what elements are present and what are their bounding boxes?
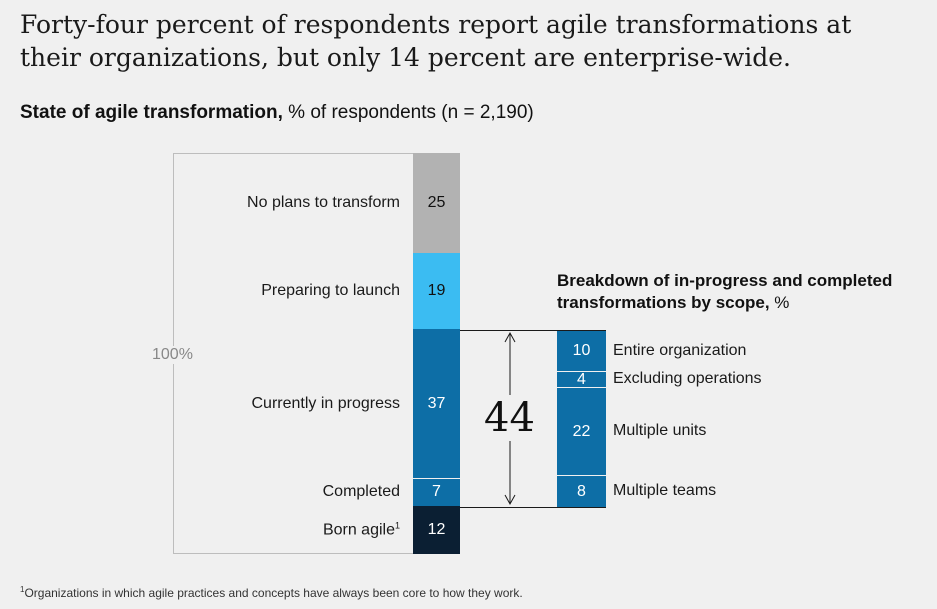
main-bar-category-text: Preparing to launch xyxy=(261,282,400,300)
main-bar-value: 12 xyxy=(427,520,446,538)
connector-top-line xyxy=(460,330,606,331)
breakdown-bar-segment: 4 xyxy=(557,370,606,388)
footnote-text: Organizations in which agile practices a… xyxy=(24,586,523,600)
main-bar-segment: 25 xyxy=(413,153,460,254)
breakdown-bar-value: 22 xyxy=(572,422,591,440)
main-bar-segment: 37 xyxy=(413,329,460,478)
breakdown-bar-segment: 10 xyxy=(557,331,606,371)
breakdown-bar-value: 8 xyxy=(577,482,586,500)
footnote: 1Organizations in which agile practices … xyxy=(20,585,523,600)
main-bar-value: 7 xyxy=(432,483,441,501)
main-bar-category-label: Preparing to launch xyxy=(261,282,400,300)
main-bar-category-label: Completed xyxy=(323,483,400,501)
footnote-ref-marker: 1 xyxy=(394,520,400,531)
breakdown-bar-value: 10 xyxy=(572,342,591,359)
chart-subtitle: State of agile transformation, % of resp… xyxy=(20,102,534,124)
main-bar-value: 25 xyxy=(427,194,446,212)
total-percent-label: 100% xyxy=(150,346,195,364)
breakdown-category-label: Multiple units xyxy=(613,422,707,439)
main-bar-value: 19 xyxy=(427,282,446,300)
breakdown-bar-value: 4 xyxy=(577,370,586,388)
main-bar-segment: 7 xyxy=(413,477,460,506)
main-bar-category-text: No plans to transform xyxy=(247,194,400,212)
breakdown-title: Breakdown of in-progress and completed t… xyxy=(557,270,937,314)
main-bar-segment: 19 xyxy=(413,253,460,330)
main-bar-category-label: Currently in progress xyxy=(252,395,401,413)
callout-44: 44 xyxy=(480,395,539,441)
breakdown-title-rest: % xyxy=(769,293,790,312)
footnote-marker: 1 xyxy=(20,585,25,594)
breakdown-bar-segment: 22 xyxy=(557,387,606,475)
connector-bottom-line xyxy=(460,507,606,508)
headline: Forty-four percent of respondents report… xyxy=(20,10,852,72)
main-bar-value: 37 xyxy=(427,394,446,412)
breakdown-bar-segment: 8 xyxy=(557,475,606,507)
breakdown-title-bold: Breakdown of in-progress and completed t… xyxy=(557,271,893,312)
main-bar-category-label: No plans to transform xyxy=(247,194,400,212)
breakdown-category-label: Multiple teams xyxy=(613,482,717,499)
main-bar-segment: 12 xyxy=(413,505,460,554)
chart-subtitle-rest: % of respondents (n = 2,190) xyxy=(282,102,534,123)
breakdown-category-label: Excluding operations xyxy=(613,370,762,387)
main-bar-category-text: Completed xyxy=(322,482,400,500)
breakdown-category-label: Entire organization xyxy=(613,342,747,359)
chart-subtitle-bold: State of agile transformation, xyxy=(20,102,283,123)
main-bar-category-text: Born agile xyxy=(322,521,395,539)
main-bar-category-label: Born agile1 xyxy=(323,520,400,539)
main-bar-category-text: Currently in progress xyxy=(251,394,401,412)
